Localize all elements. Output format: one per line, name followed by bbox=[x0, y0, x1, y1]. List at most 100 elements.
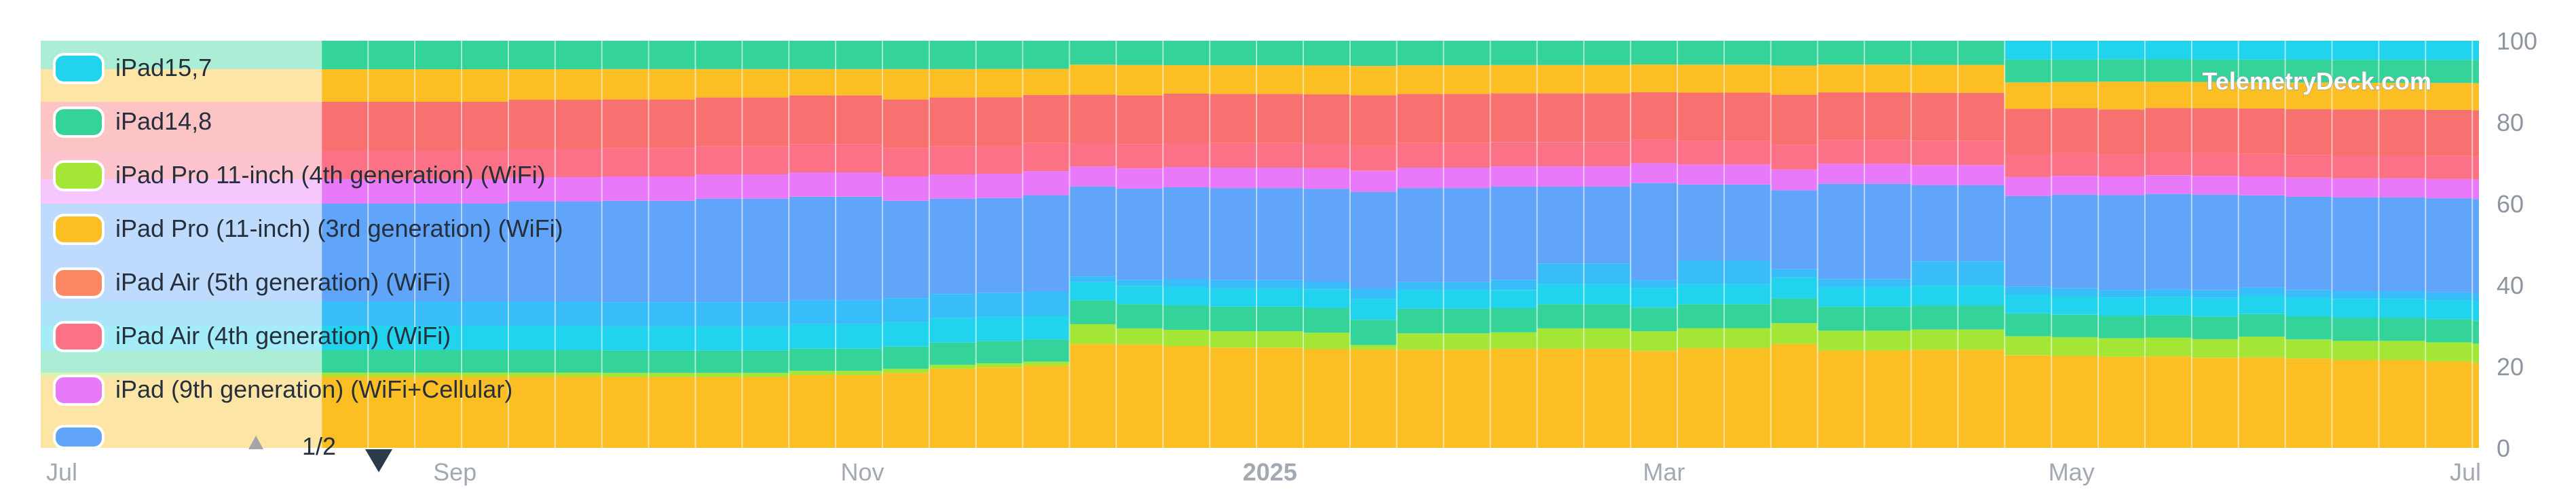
area-segment-s2-w11 bbox=[836, 348, 882, 371]
area-segment-s2-w26 bbox=[1537, 304, 1584, 328]
area-segment-s1-w40 bbox=[2191, 339, 2239, 358]
area-segment-s4-w18 bbox=[1163, 279, 1210, 287]
area-segment-s5-w16 bbox=[1069, 186, 1117, 277]
prehistory-band-s2 bbox=[41, 350, 322, 373]
area-segment-s7-w3 bbox=[462, 151, 508, 179]
area-segment-s1-w2 bbox=[415, 373, 462, 377]
area-segment-s11-w42 bbox=[2285, 60, 2332, 83]
legend-item[interactable]: iPad14,8 bbox=[53, 107, 212, 138]
area-segment-s8-w8 bbox=[695, 97, 743, 147]
area-segment-s5-w4 bbox=[508, 202, 555, 301]
area-segment-s5-w31 bbox=[1770, 190, 1818, 269]
legend[interactable]: iPad15,7 iPad14,8 iPad Pro 11-inch (4th ge… bbox=[53, 53, 563, 449]
area-segment-s3-w44 bbox=[2378, 299, 2426, 318]
area-segment-s4-w11 bbox=[836, 300, 882, 324]
area-segment-s0-w38 bbox=[2098, 356, 2145, 448]
area-segment-s11-w20 bbox=[1256, 41, 1303, 66]
legend-item[interactable]: iPad Air (5th generation) (WiFi) bbox=[53, 267, 451, 299]
area-segment-s3-w40 bbox=[2191, 297, 2239, 317]
area-segment-s0-w32 bbox=[1817, 350, 1865, 448]
area-segment-s5-w26 bbox=[1537, 186, 1584, 264]
area-segment-s6-w26 bbox=[1537, 166, 1584, 187]
area-segment-s5-w43 bbox=[2332, 197, 2379, 291]
area-segment-s3-w22 bbox=[1349, 299, 1397, 320]
area-segment-s4-w0 bbox=[321, 301, 369, 326]
area-segment-s0-w37 bbox=[2051, 356, 2099, 448]
area-segment-s11-w40 bbox=[2191, 59, 2239, 82]
legend-item[interactable]: iPad Air (4th generation) (WiFi) bbox=[53, 321, 451, 352]
area-segment-s7-w14 bbox=[975, 145, 1023, 174]
area-segment-s1-w43 bbox=[2332, 341, 2379, 360]
area-segment-s3-w27 bbox=[1584, 284, 1631, 305]
area-segment-s8-w7 bbox=[648, 99, 696, 149]
area-segment-s8-w2 bbox=[415, 102, 462, 151]
area-segment-s3-w20 bbox=[1256, 288, 1303, 307]
y-tick-label: 80 bbox=[2497, 109, 2524, 136]
area-segment-s6-w20 bbox=[1256, 167, 1303, 189]
area-segment-s5-w10 bbox=[789, 196, 836, 301]
area-segment-s11-w29 bbox=[1677, 41, 1724, 65]
area-segment-s3-w36 bbox=[2004, 295, 2052, 314]
area-segment-s5-w2 bbox=[415, 204, 462, 301]
area-segment-s5-w27 bbox=[1584, 186, 1631, 264]
area-segment-s8-w20 bbox=[1256, 94, 1303, 143]
area-segment-s9-w8 bbox=[695, 69, 743, 98]
x-tick-label: Nov bbox=[840, 458, 884, 486]
area-segment-s8-w15 bbox=[1022, 94, 1070, 143]
area-segment-s3-w30 bbox=[1724, 284, 1771, 305]
legend-item[interactable]: iPad (9th generation) (WiFi+Cellular) bbox=[53, 375, 512, 406]
area-segment-s8-w23 bbox=[1396, 94, 1444, 143]
area-segment-s8-w17 bbox=[1116, 95, 1163, 145]
area-segment-s11-w9 bbox=[742, 41, 789, 69]
y-tick-label: 100 bbox=[2497, 27, 2537, 55]
area-segment-s8-w11 bbox=[836, 95, 882, 145]
area-segment-s4-w15 bbox=[1022, 291, 1070, 316]
area-segment-s9-w17 bbox=[1116, 64, 1163, 96]
area-segment-s4-w25 bbox=[1490, 280, 1537, 290]
area-segment-s11-w34 bbox=[1911, 41, 1958, 65]
area-segment-s7-w39 bbox=[2144, 153, 2192, 176]
area-segment-s6-w5 bbox=[555, 177, 602, 202]
prehistory-band-s1 bbox=[41, 373, 322, 377]
pager-down-arrow-icon[interactable] bbox=[365, 449, 392, 472]
area-segment-s0-w24 bbox=[1443, 349, 1491, 448]
area-segment-s2-w45 bbox=[2425, 319, 2473, 343]
area-segment-s4-w1 bbox=[368, 301, 415, 326]
area-segment-s1-w39 bbox=[2144, 337, 2192, 357]
area-segment-s7-w13 bbox=[929, 146, 976, 174]
area-segment-s3-w29 bbox=[1677, 284, 1724, 305]
area-segment-s8-w27 bbox=[1584, 93, 1631, 143]
area-segment-s4-w12 bbox=[882, 298, 929, 322]
area-segment-s6-w14 bbox=[975, 174, 1023, 198]
legend-swatch bbox=[53, 321, 105, 352]
watermark-text: TelemetryDeck.com bbox=[2203, 67, 2432, 95]
area-segment-s7-w0 bbox=[321, 151, 369, 179]
area-segment-s6-w38 bbox=[2098, 176, 2145, 195]
area-segment-s4-w31 bbox=[1770, 269, 1818, 278]
area-segment-s8-w36 bbox=[2004, 109, 2052, 155]
area-segment-s12-w38 bbox=[2098, 41, 2145, 60]
area-segment-s0-w15 bbox=[1022, 365, 1070, 448]
area-segment-s1-w41 bbox=[2238, 337, 2285, 358]
pager-up-arrow-icon[interactable] bbox=[248, 436, 263, 449]
area-segment-s2-w40 bbox=[2191, 316, 2239, 339]
legend-item[interactable]: iPad Pro 11-inch (4th generation) (WiFi) bbox=[53, 160, 546, 191]
area-segment-s4-w42 bbox=[2285, 290, 2332, 298]
area-segment-s0-w30 bbox=[1724, 347, 1771, 448]
area-segment-s7-w40 bbox=[2191, 153, 2239, 176]
area-segment-s2-w10 bbox=[789, 348, 836, 371]
area-segment-s4-w21 bbox=[1303, 281, 1350, 290]
area-segment-s0-w2 bbox=[415, 377, 462, 448]
area-segment-s7-w15 bbox=[1022, 143, 1070, 172]
area-segment-s0-w25 bbox=[1490, 348, 1537, 448]
area-segment-s0-w33 bbox=[1864, 350, 1911, 448]
y-tick-label: 40 bbox=[2497, 271, 2524, 299]
area-segment-s12-w36 bbox=[2004, 41, 2052, 60]
area-segment-s2-w43 bbox=[2332, 318, 2379, 341]
area-segment-s8-w29 bbox=[1677, 92, 1724, 141]
area-segment-s11-w27 bbox=[1584, 41, 1631, 65]
area-segment-s5-w29 bbox=[1677, 184, 1724, 261]
legend-item[interactable]: iPad15,7 bbox=[53, 53, 212, 84]
area-segment-s3-w0 bbox=[321, 326, 369, 350]
legend-item[interactable]: iPad Pro (11-inch) (3rd generation) (WiF… bbox=[53, 214, 563, 245]
